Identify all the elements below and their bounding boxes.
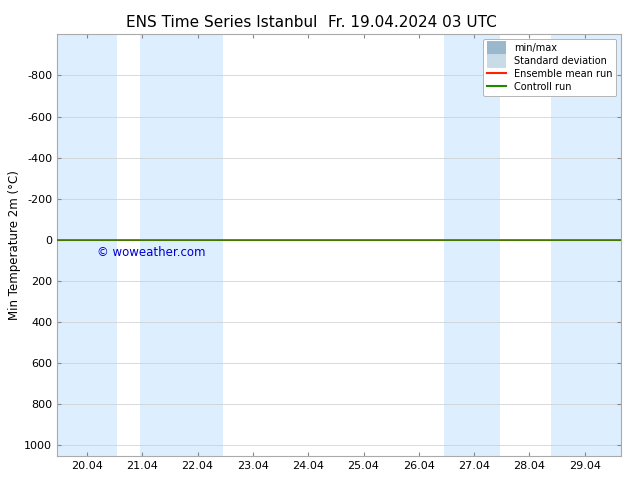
Text: Fr. 19.04.2024 03 UTC: Fr. 19.04.2024 03 UTC: [328, 15, 496, 30]
Y-axis label: Min Temperature 2m (°C): Min Temperature 2m (°C): [8, 170, 22, 320]
Bar: [550, 34, 621, 456]
Bar: [444, 34, 500, 456]
Bar: [140, 34, 223, 456]
Legend: min/max, Standard deviation, Ensemble mean run, Controll run: min/max, Standard deviation, Ensemble me…: [483, 39, 616, 96]
Text: © woweather.com: © woweather.com: [96, 246, 205, 259]
Bar: [57, 34, 117, 456]
Text: ENS Time Series Istanbul: ENS Time Series Istanbul: [126, 15, 318, 30]
